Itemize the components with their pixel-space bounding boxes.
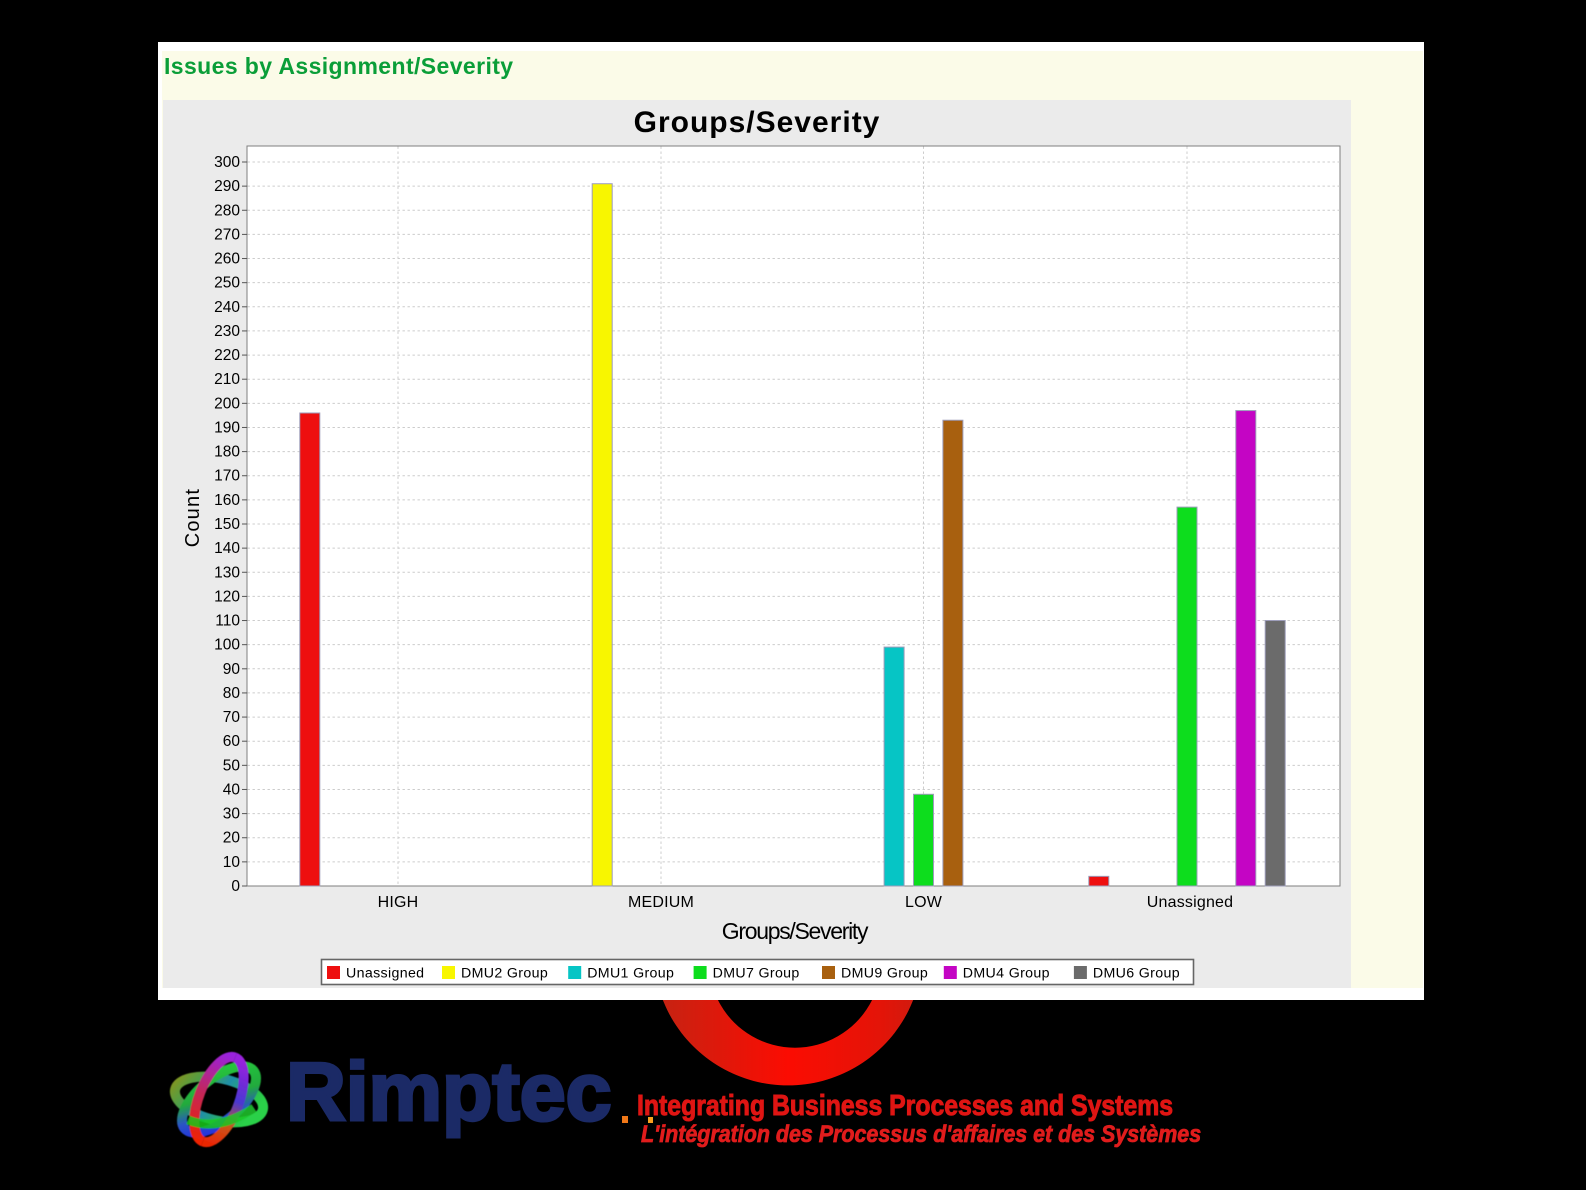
svg-text:DMU2 Group: DMU2 Group xyxy=(461,966,548,982)
svg-text:50: 50 xyxy=(223,757,241,774)
svg-text:HIGH: HIGH xyxy=(378,894,419,911)
svg-text:DMU6 Group: DMU6 Group xyxy=(1093,966,1180,982)
svg-text:60: 60 xyxy=(223,733,241,750)
svg-text:20: 20 xyxy=(223,830,241,847)
svg-text:100: 100 xyxy=(214,637,240,654)
svg-text:130: 130 xyxy=(214,564,240,581)
svg-text:0: 0 xyxy=(231,878,240,895)
svg-text:70: 70 xyxy=(223,709,241,726)
svg-text:DMU4 Group: DMU4 Group xyxy=(963,966,1050,982)
svg-text:LOW: LOW xyxy=(905,894,943,911)
svg-text:210: 210 xyxy=(214,371,240,388)
svg-text:Unassigned: Unassigned xyxy=(1147,894,1234,911)
svg-text:Count: Count xyxy=(182,488,204,547)
svg-text:DMU9 Group: DMU9 Group xyxy=(841,966,928,982)
svg-text:180: 180 xyxy=(214,444,240,461)
svg-text:Unassigned: Unassigned xyxy=(346,966,424,982)
svg-text:80: 80 xyxy=(223,685,241,702)
svg-text:150: 150 xyxy=(214,516,240,533)
svg-text:300: 300 xyxy=(214,154,240,171)
svg-text:DMU7 Group: DMU7 Group xyxy=(713,966,800,982)
svg-text:10: 10 xyxy=(223,854,241,871)
svg-text:240: 240 xyxy=(214,299,240,316)
svg-text:120: 120 xyxy=(214,588,240,605)
svg-text:Groups/Severity: Groups/Severity xyxy=(722,918,869,944)
svg-text:230: 230 xyxy=(214,323,240,340)
svg-text:160: 160 xyxy=(214,492,240,509)
svg-text:MEDIUM: MEDIUM xyxy=(628,894,694,911)
svg-text:200: 200 xyxy=(214,395,240,412)
svg-text:290: 290 xyxy=(214,178,240,195)
svg-text:190: 190 xyxy=(214,419,240,436)
svg-text:40: 40 xyxy=(223,781,241,798)
svg-text:DMU1 Group: DMU1 Group xyxy=(587,966,674,982)
svg-text:220: 220 xyxy=(214,347,240,364)
svg-text:Groups/Severity: Groups/Severity xyxy=(634,106,881,139)
svg-text:280: 280 xyxy=(214,202,240,219)
svg-text:250: 250 xyxy=(214,275,240,292)
svg-text:140: 140 xyxy=(214,540,240,557)
svg-text:110: 110 xyxy=(215,613,240,630)
svg-text:90: 90 xyxy=(223,661,241,678)
svg-text:170: 170 xyxy=(214,468,240,485)
svg-text:260: 260 xyxy=(214,251,240,268)
svg-text:30: 30 xyxy=(223,806,241,823)
svg-text:270: 270 xyxy=(214,226,240,243)
